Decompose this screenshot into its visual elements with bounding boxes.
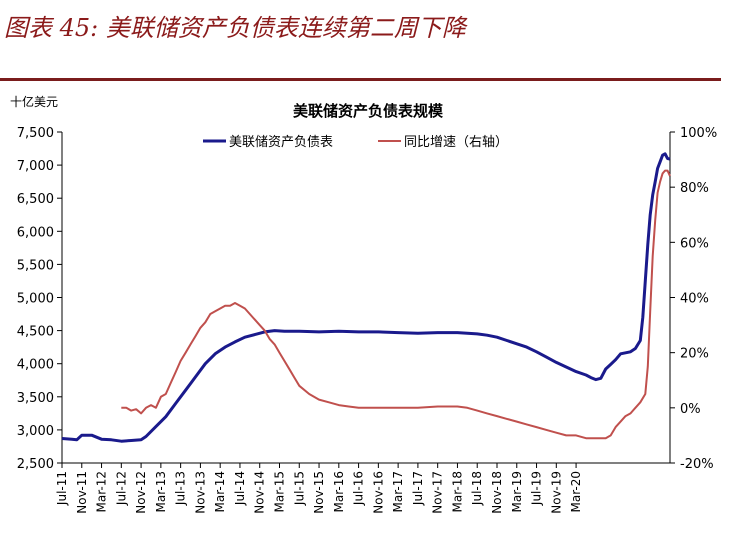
title-rule	[0, 78, 721, 81]
y-right-tick-label: 40%	[680, 292, 709, 307]
x-tick-label: Jul-14	[233, 471, 247, 506]
x-tick-label: Jul-11	[55, 471, 69, 506]
x-tick-label: Nov-12	[134, 471, 148, 514]
figure-title: 图表 45: 美联储资产负债表连续第二周下降	[4, 14, 466, 42]
x-tick-label: Mar-17	[391, 471, 405, 512]
x-tick-label: Jul-16	[352, 471, 366, 506]
y-right-tick-label: 80%	[680, 181, 709, 196]
series-line-balance	[61, 152, 671, 443]
x-tick-label: Mar-13	[154, 471, 168, 512]
x-tick-label: Jul-18	[470, 471, 484, 506]
x-tick-label: Jul-13	[174, 471, 188, 506]
x-tick-label: Nov-19	[549, 471, 563, 514]
x-tick-label: Nov-17	[431, 471, 445, 514]
x-tick-label: Nov-15	[312, 471, 326, 514]
chart-title: 美联储资产负债表规模	[293, 102, 444, 120]
x-tick-label: Nov-16	[371, 471, 385, 514]
x-tick-label: Mar-14	[213, 471, 227, 512]
x-tick-label: Jul-12	[114, 471, 128, 506]
x-tick-label: Mar-19	[510, 471, 524, 512]
y-left-tick-label: 3,000	[17, 424, 54, 439]
x-tick-label: Nov-14	[253, 471, 267, 514]
y-left-tick-label: 4,000	[17, 358, 54, 373]
x-tick-label: Mar-15	[272, 471, 286, 512]
x-tick-label: Nov-11	[75, 471, 89, 514]
legend: 美联储资产负债表 同比增速（右轴）	[203, 135, 508, 150]
x-tick-label: Jul-15	[292, 471, 306, 506]
y-left-tick-label: 5,500	[17, 258, 54, 273]
series-lines	[61, 152, 671, 443]
legend-label-balance: 美联储资产负债表	[229, 135, 333, 150]
y-unit-label: 十亿美元	[10, 94, 58, 109]
y-left-tick-label: 6,500	[17, 192, 54, 207]
y-right-tick-label: 60%	[680, 236, 709, 251]
series-line-growth	[121, 169, 671, 440]
y-left-tick-label: 4,500	[17, 325, 54, 340]
y-right-tick-label: 20%	[680, 347, 709, 362]
axes: 2,500 3,000 3,500 4,000 4,500 5,000 5,500 6,000…	[17, 126, 717, 514]
y-right-tick-label: 100%	[680, 126, 717, 141]
x-tick-label: Mar-16	[332, 471, 346, 512]
x-tick-label: Mar-18	[450, 471, 464, 512]
y-left-tick-label: 7,000	[17, 159, 54, 174]
x-tick-label: Mar-12	[95, 471, 109, 512]
x-tick-label: Jul-17	[411, 471, 425, 506]
y-left-tick-label: 3,500	[17, 391, 54, 406]
y-left-tick-label: 5,000	[17, 292, 54, 307]
x-tick-label: Mar-20	[569, 471, 583, 512]
y-right-tick-label: -20%	[680, 457, 714, 472]
y-left-tick-label: 2,500	[17, 457, 54, 472]
x-tick-label: Jul-19	[530, 471, 544, 506]
x-tick-label: Nov-13	[193, 471, 207, 514]
legend-label-growth: 同比增速（右轴）	[404, 135, 508, 150]
y-right-tick-label: 0%	[680, 402, 701, 417]
x-tick-label: Nov-18	[490, 471, 504, 514]
y-left-tick-label: 6,000	[17, 225, 54, 240]
y-left-tick-label: 7,500	[17, 126, 54, 141]
